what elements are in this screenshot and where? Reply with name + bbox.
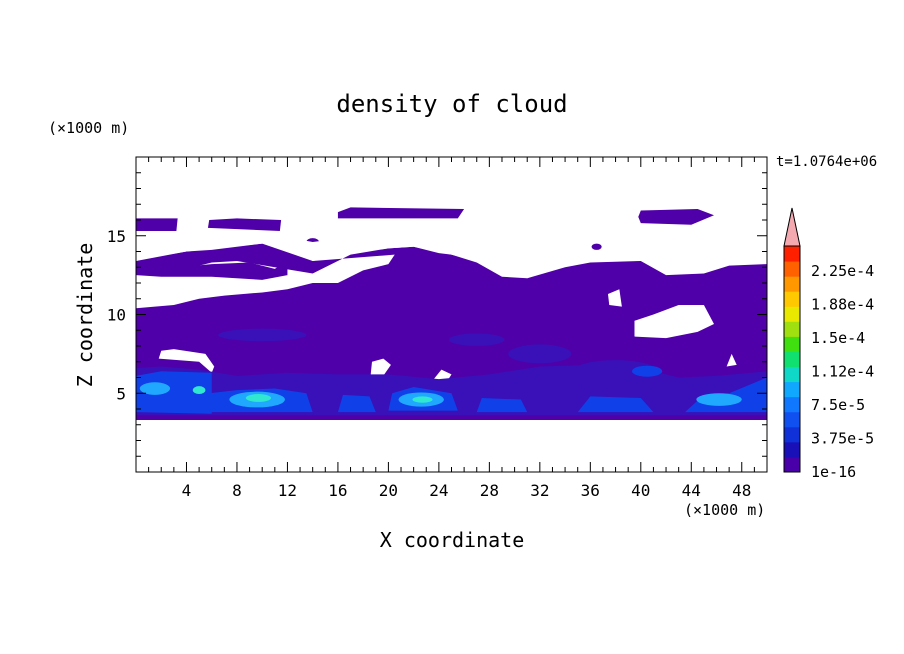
colorbar-segment: [784, 306, 800, 322]
colorbar-segment: [784, 321, 800, 337]
cloud-core: [412, 396, 433, 403]
x-tick-label: 8: [232, 481, 242, 500]
clear-region: [136, 235, 553, 309]
colorbar-tick-label: 2.25e-4: [811, 262, 874, 280]
colorbar-tick-label: 1.5e-4: [811, 329, 865, 347]
cloud-band: [136, 371, 212, 414]
colorbar-segment: [784, 441, 800, 458]
colorbar-segment: [784, 246, 800, 262]
cloud-core: [192, 386, 206, 395]
cloud-core: [139, 382, 171, 395]
colorbar-segment: [784, 426, 800, 443]
colorbar-segment: [784, 261, 800, 277]
clear-region: [158, 349, 215, 373]
clear-region: [607, 289, 622, 307]
x-unit-label: (×1000 m): [684, 501, 765, 519]
cloud-region: [136, 260, 288, 280]
cloud-band: [218, 328, 307, 342]
cloud-region: [136, 218, 178, 232]
cloud-core: [696, 393, 742, 406]
x-tick-label: 12: [278, 481, 297, 500]
colorbar-tick-label: 7.5e-5: [811, 396, 865, 414]
colorbar-segment: [784, 456, 800, 473]
colorbar-segment: [784, 351, 800, 368]
y-axis-label: Z coordinate: [73, 243, 97, 388]
cloud-region: [337, 207, 465, 219]
x-tick-label: 4: [182, 481, 192, 500]
cloud-band: [337, 394, 376, 413]
colorbar-tick-label: 1e-16: [811, 463, 856, 481]
cloud-region: [638, 208, 714, 225]
cloud-band: [631, 365, 663, 377]
x-axis-label: X coordinate: [380, 528, 525, 552]
y-unit-label: (×1000 m): [48, 119, 129, 137]
colorbar-extend-arrow: [783, 207, 801, 247]
colorbar-segment: [784, 381, 800, 398]
colorbar-segment: [784, 336, 800, 352]
colorbar-segment: [784, 411, 800, 428]
x-tick-label: 32: [530, 481, 549, 500]
clear-region: [370, 358, 391, 378]
cloud-band: [577, 396, 654, 413]
cloud-band: [476, 397, 528, 413]
x-tick-label: 48: [732, 481, 751, 500]
colorbar-segment: [784, 276, 800, 292]
cloud-region: [591, 243, 602, 250]
x-tick-label: 36: [581, 481, 600, 500]
y-tick-label: 5: [116, 384, 126, 403]
cloud-field: [136, 207, 767, 421]
cloud-core: [245, 394, 272, 402]
colorbar-segment: [784, 291, 800, 307]
x-tick-label: 20: [379, 481, 398, 500]
y-tick-label: 15: [107, 227, 126, 246]
time-label: t=1.0764e+06: [776, 154, 877, 170]
cloud-region: [207, 218, 282, 232]
x-tick-label: 28: [480, 481, 499, 500]
cloud-band: [508, 344, 572, 364]
cloud-band: [448, 333, 505, 347]
x-tick-label: 40: [631, 481, 650, 500]
colorbar-segment: [784, 366, 800, 383]
x-axis-ticks: 4 8 12 16 20 24 28 32 36 40 44 48: [148, 157, 755, 500]
clear-region: [634, 305, 714, 339]
y-axis-ticks: 5 10 15: [107, 172, 767, 457]
colorbar-tick-label: 1.12e-4: [811, 363, 874, 381]
chart-title: density of cloud: [336, 90, 567, 118]
colorbar-tick-label: 3.75e-5: [811, 430, 874, 448]
colorbar: 2.25e-4 1.88e-4 1.5e-4 1.12e-4 7.5e-5 3.75e-5…: [783, 207, 874, 481]
x-tick-label: 44: [682, 481, 701, 500]
y-tick-label: 10: [107, 306, 126, 325]
colorbar-segment: [784, 396, 800, 413]
colorbar-tick-label: 1.88e-4: [811, 296, 874, 314]
x-tick-label: 16: [328, 481, 347, 500]
clear-region: [726, 353, 737, 367]
x-tick-label: 24: [429, 481, 448, 500]
